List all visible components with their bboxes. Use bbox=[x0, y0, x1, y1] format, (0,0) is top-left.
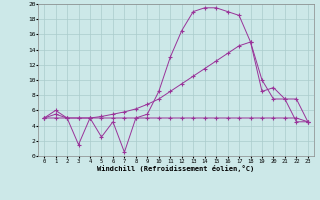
X-axis label: Windchill (Refroidissement éolien,°C): Windchill (Refroidissement éolien,°C) bbox=[97, 165, 255, 172]
